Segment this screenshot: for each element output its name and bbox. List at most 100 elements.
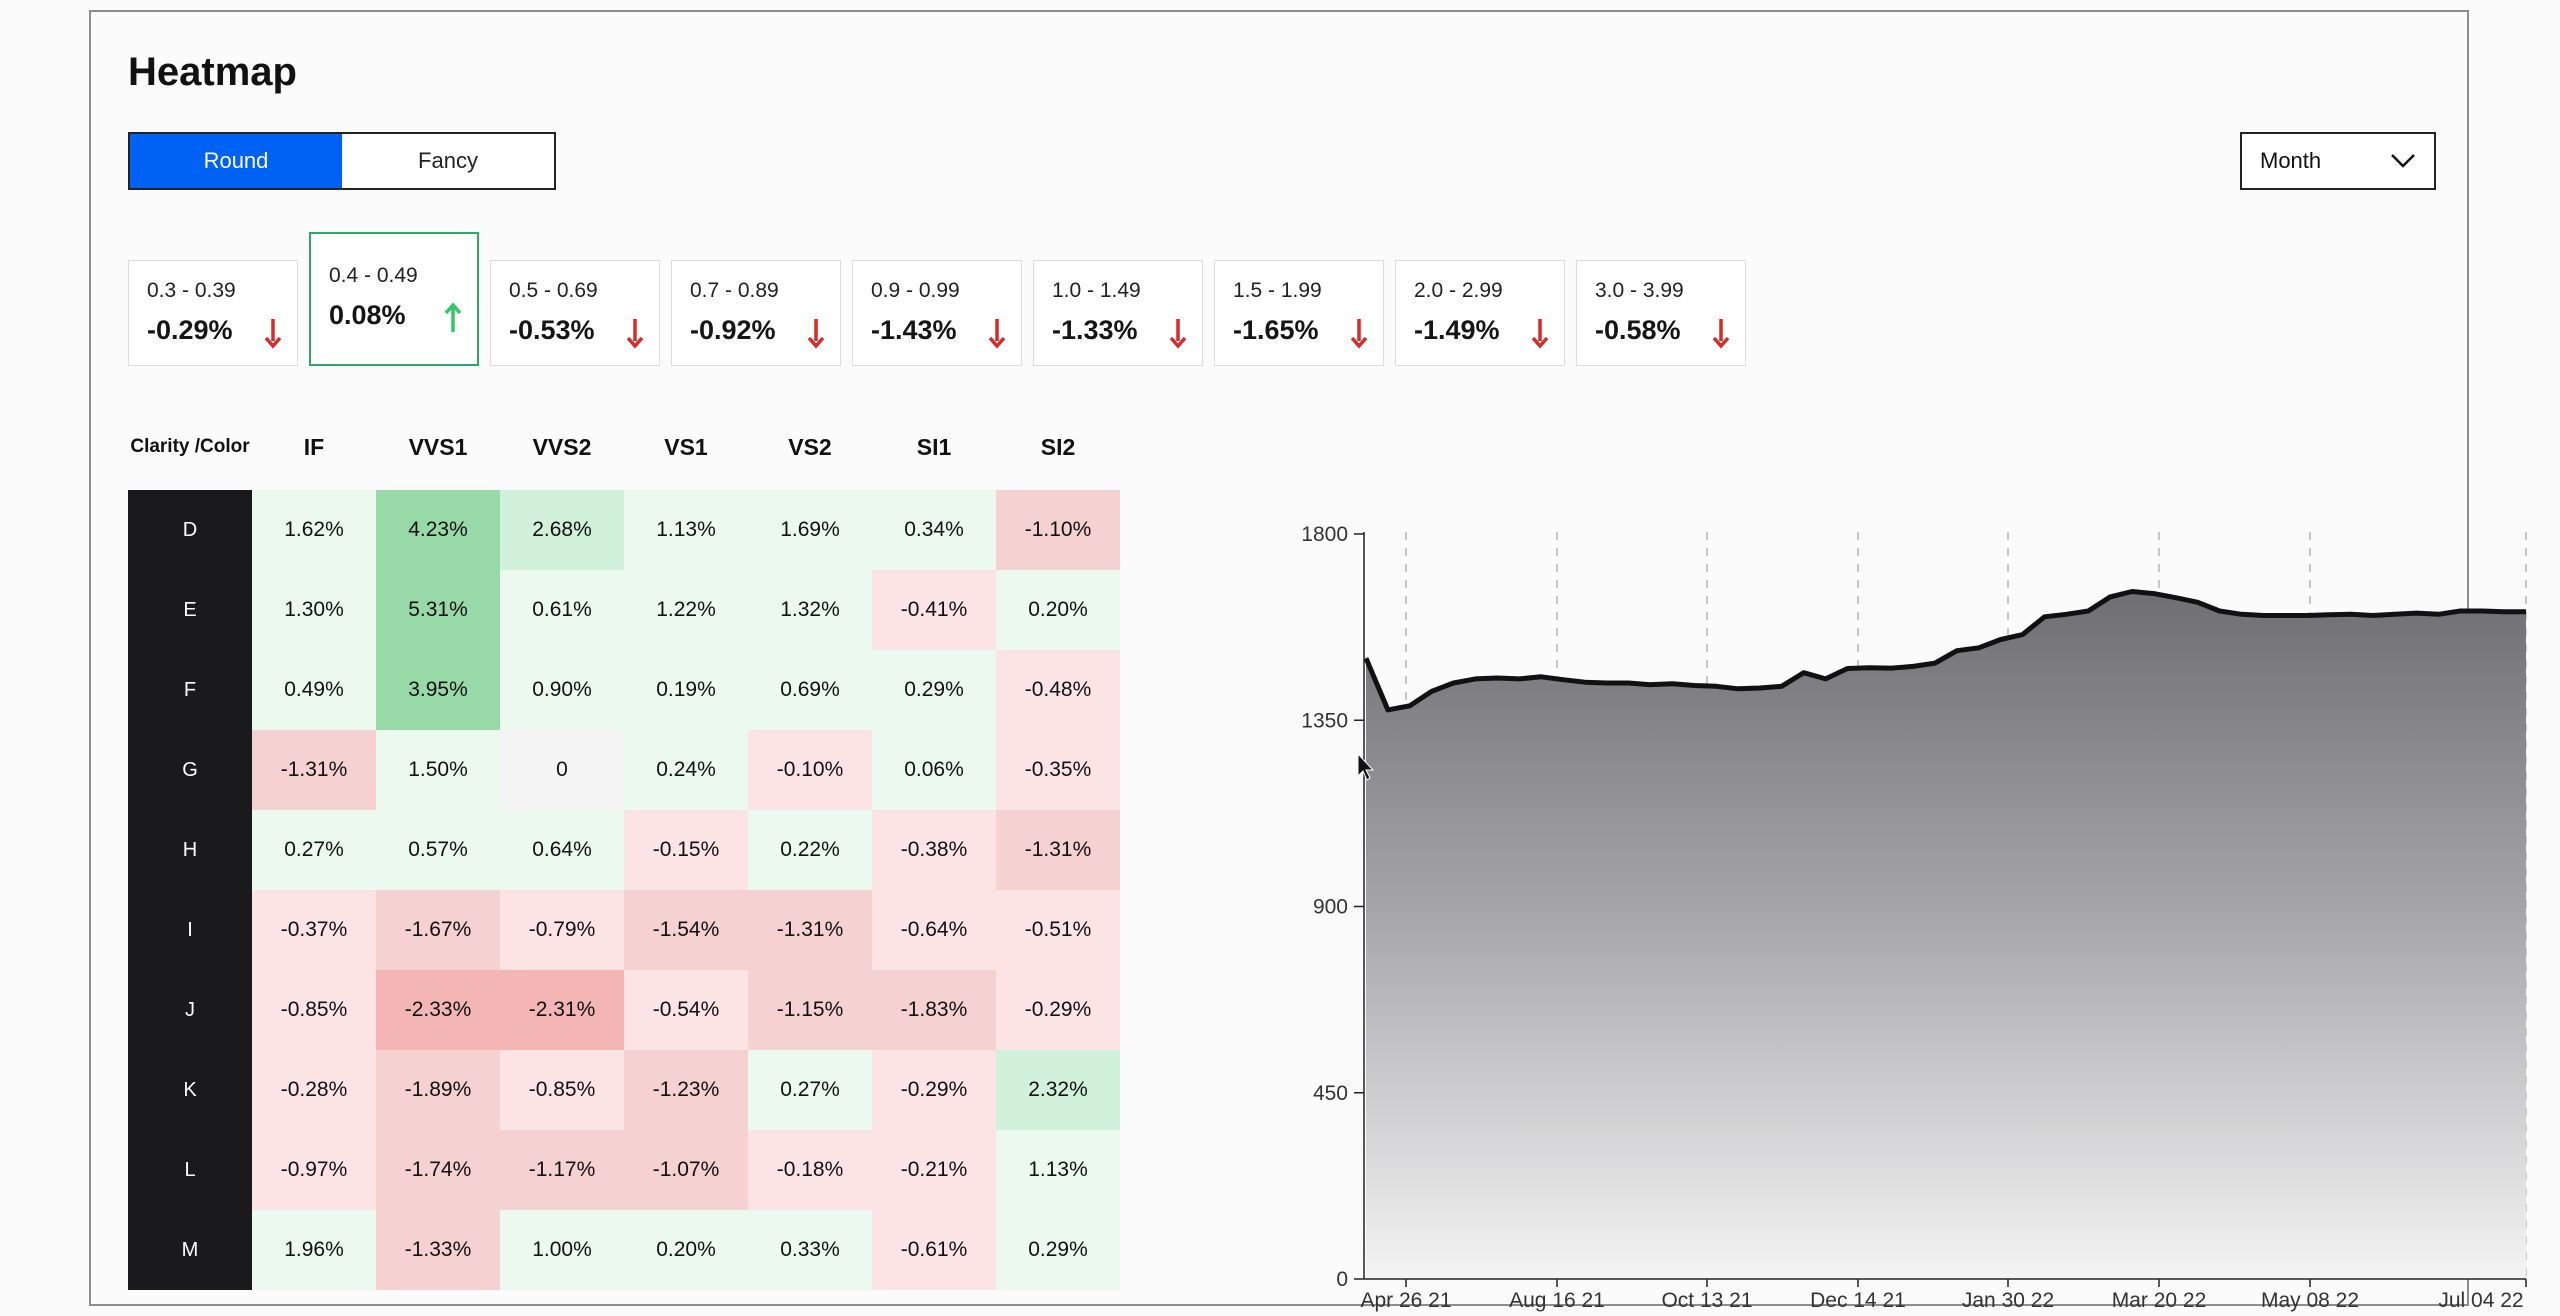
row-label-m: M xyxy=(128,1210,252,1290)
heatmap-cell[interactable]: 0.33% xyxy=(748,1210,872,1290)
heatmap-cell[interactable]: -0.41% xyxy=(872,570,996,650)
heatmap-cell[interactable]: -1.23% xyxy=(624,1050,748,1130)
heatmap-cell[interactable]: -0.21% xyxy=(872,1130,996,1210)
heatmap-cell[interactable]: -0.51% xyxy=(996,890,1120,970)
column-header-vs2: VS2 xyxy=(788,433,832,460)
size-card-range: 3.0 - 3.99 xyxy=(1595,279,1684,302)
heatmap-cell[interactable]: 0.69% xyxy=(748,650,872,730)
column-header-vs1: VS1 xyxy=(664,433,708,460)
heatmap-cell[interactable]: 0.29% xyxy=(872,650,996,730)
size-card-2.0-2.99[interactable]: 2.0 - 2.99 -1.49% xyxy=(1395,260,1565,366)
heatmap-cell[interactable]: 0.24% xyxy=(624,730,748,810)
heatmap-cell[interactable]: 1.00% xyxy=(500,1210,624,1290)
heatmap-cell[interactable]: -0.29% xyxy=(872,1050,996,1130)
heatmap-cell[interactable]: 1.62% xyxy=(252,490,376,570)
heatmap-cell[interactable]: -0.28% xyxy=(252,1050,376,1130)
arrow-down-icon xyxy=(1169,319,1187,349)
heatmap-cell[interactable]: -0.54% xyxy=(624,970,748,1050)
heatmap-cell[interactable]: 1.13% xyxy=(996,1130,1120,1210)
y-tick-label: 1350 xyxy=(1301,709,1348,732)
size-card-0.7-0.89[interactable]: 0.7 - 0.89 -0.92% xyxy=(671,260,841,366)
heatmap-cell[interactable]: -2.31% xyxy=(500,970,624,1050)
heatmap-cell[interactable]: 1.13% xyxy=(624,490,748,570)
heatmap-cell[interactable]: -0.18% xyxy=(748,1130,872,1210)
toggle-fancy-button[interactable]: Fancy xyxy=(342,134,554,188)
shape-toggle: Round Fancy xyxy=(128,132,556,190)
heatmap-cell[interactable]: 0.90% xyxy=(500,650,624,730)
heatmap-cell[interactable]: 0.06% xyxy=(872,730,996,810)
heatmap-cell[interactable]: 0.34% xyxy=(872,490,996,570)
row-label-f: F xyxy=(128,650,252,730)
arrow-down-icon xyxy=(1350,319,1368,349)
heatmap-cell[interactable]: 2.68% xyxy=(500,490,624,570)
heatmap-cell[interactable]: -1.89% xyxy=(376,1050,500,1130)
heatmap-cell[interactable]: -0.97% xyxy=(252,1130,376,1210)
size-card-3.0-3.99[interactable]: 3.0 - 3.99 -0.58% xyxy=(1576,260,1746,366)
size-card-1.5-1.99[interactable]: 1.5 - 1.99 -1.65% xyxy=(1214,260,1384,366)
heatmap-cell[interactable]: 0.22% xyxy=(748,810,872,890)
size-card-1.0-1.49[interactable]: 1.0 - 1.49 -1.33% xyxy=(1033,260,1203,366)
heatmap-cell[interactable]: -0.15% xyxy=(624,810,748,890)
heatmap-cell[interactable]: -1.31% xyxy=(748,890,872,970)
heatmap-cell[interactable]: 0.29% xyxy=(996,1210,1120,1290)
size-card-0.4-0.49[interactable]: 0.4 - 0.49 0.08% xyxy=(309,232,479,366)
size-card-change: -1.49% xyxy=(1414,315,1500,345)
period-select-value: Month xyxy=(2260,148,2322,173)
heatmap-cell[interactable]: 0 xyxy=(500,730,624,810)
heatmap-cell[interactable]: -0.79% xyxy=(500,890,624,970)
heatmap-cell[interactable]: 1.69% xyxy=(748,490,872,570)
heatmap-cell[interactable]: -0.35% xyxy=(996,730,1120,810)
heatmap-cell[interactable]: 0.49% xyxy=(252,650,376,730)
heatmap-cell[interactable]: 1.96% xyxy=(252,1210,376,1290)
size-card-0.9-0.99[interactable]: 0.9 - 0.99 -1.43% xyxy=(852,260,1022,366)
heatmap-cell[interactable]: 1.32% xyxy=(748,570,872,650)
heatmap-cell[interactable]: -1.15% xyxy=(748,970,872,1050)
size-card-change: -0.92% xyxy=(690,315,776,345)
heatmap-cell[interactable]: -1.31% xyxy=(252,730,376,810)
heatmap-cell[interactable]: 1.30% xyxy=(252,570,376,650)
heatmap-cell[interactable]: 0.64% xyxy=(500,810,624,890)
heatmap-cell[interactable]: -1.83% xyxy=(872,970,996,1050)
heatmap-cell[interactable]: 0.57% xyxy=(376,810,500,890)
x-tick-label: Oct 13 21 xyxy=(1661,1289,1752,1312)
y-tick-label: 450 xyxy=(1313,1082,1348,1105)
heatmap-cell[interactable]: -1.07% xyxy=(624,1130,748,1210)
heatmap-cell[interactable]: 0.27% xyxy=(748,1050,872,1130)
heatmap-cell[interactable]: -0.29% xyxy=(996,970,1120,1050)
heatmap-cell[interactable]: 0.20% xyxy=(996,570,1120,650)
heatmap-cell[interactable]: -0.10% xyxy=(748,730,872,810)
heatmap-cell[interactable]: -1.31% xyxy=(996,810,1120,890)
heatmap-cell[interactable]: 2.32% xyxy=(996,1050,1120,1130)
row-label-d: D xyxy=(128,490,252,570)
heatmap-cell[interactable]: -0.48% xyxy=(996,650,1120,730)
arrow-down-icon xyxy=(1531,319,1549,349)
heatmap-cell[interactable]: 1.50% xyxy=(376,730,500,810)
heatmap-cell[interactable]: 0.20% xyxy=(624,1210,748,1290)
heatmap-cell[interactable]: -0.85% xyxy=(500,1050,624,1130)
heatmap-cell[interactable]: -1.54% xyxy=(624,890,748,970)
size-card-range: 0.5 - 0.69 xyxy=(509,279,598,302)
size-card-0.5-0.69[interactable]: 0.5 - 0.69 -0.53% xyxy=(490,260,660,366)
heatmap-cell[interactable]: -0.85% xyxy=(252,970,376,1050)
size-card-0.3-0.39[interactable]: 0.3 - 0.39 -0.29% xyxy=(128,260,298,366)
heatmap-cell[interactable]: -2.33% xyxy=(376,970,500,1050)
heatmap-cell[interactable]: -0.37% xyxy=(252,890,376,970)
heatmap-cell[interactable]: -1.74% xyxy=(376,1130,500,1210)
heatmap-cell[interactable]: 0.19% xyxy=(624,650,748,730)
heatmap-cell[interactable]: -1.17% xyxy=(500,1130,624,1210)
heatmap-cell[interactable]: 3.95% xyxy=(376,650,500,730)
toggle-round-button[interactable]: Round xyxy=(130,134,342,188)
heatmap-cell[interactable]: 1.22% xyxy=(624,570,748,650)
heatmap-cell[interactable]: 0.27% xyxy=(252,810,376,890)
heatmap-cell[interactable]: 5.31% xyxy=(376,570,500,650)
heatmap-cell[interactable]: -1.67% xyxy=(376,890,500,970)
heatmap-cell[interactable]: -1.10% xyxy=(996,490,1120,570)
heatmap-cell[interactable]: -1.33% xyxy=(376,1210,500,1290)
heatmap-cell[interactable]: -0.38% xyxy=(872,810,996,890)
heatmap-cell[interactable]: -0.64% xyxy=(872,890,996,970)
period-select[interactable]: Month xyxy=(2240,132,2436,190)
heatmap-cell[interactable]: -0.61% xyxy=(872,1210,996,1290)
heatmap-cell[interactable]: 4.23% xyxy=(376,490,500,570)
heatmap-cell[interactable]: 0.61% xyxy=(500,570,624,650)
column-header-vvs2: VVS2 xyxy=(532,433,592,460)
